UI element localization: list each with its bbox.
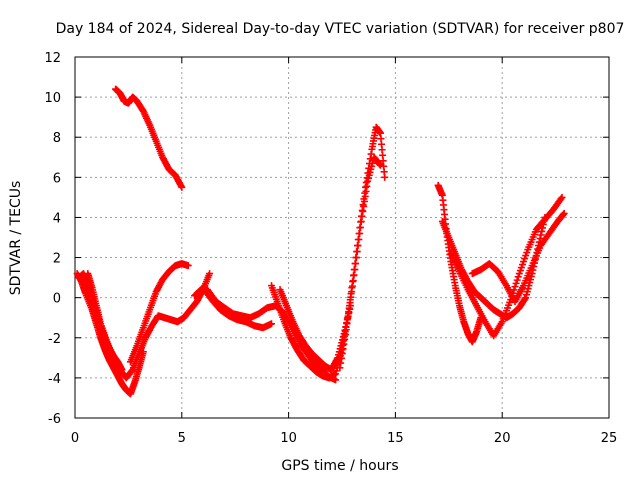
data-point: [343, 320, 351, 328]
data-point: [514, 273, 522, 281]
data-point: [558, 193, 566, 201]
y-tick-label: 12: [44, 51, 61, 66]
series-arc-15: [468, 209, 568, 306]
data-point: [355, 229, 363, 237]
data-point: [346, 296, 354, 304]
series-arc-11: [336, 123, 389, 372]
series-arc-1: [112, 85, 186, 191]
data-point: [521, 295, 529, 303]
x-axis-label: GPS time / hours: [281, 458, 398, 474]
data-point: [358, 206, 366, 214]
data-point: [349, 272, 357, 280]
data-point: [381, 173, 389, 181]
data-point: [366, 160, 374, 168]
data-point: [342, 326, 350, 334]
plot-frame: [74, 56, 610, 419]
series-arc-14: [447, 193, 566, 340]
data-point: [376, 160, 384, 168]
data-point: [177, 182, 185, 190]
data-point: [363, 174, 371, 182]
x-tick-label: 15: [387, 431, 404, 446]
data-point: [348, 284, 356, 292]
series-arc-2: [73, 270, 147, 398]
y-axis-label: SDTVAR / TECUs: [8, 181, 24, 296]
data-point: [206, 270, 214, 278]
x-tick-label: 0: [71, 431, 79, 446]
data-point: [341, 331, 349, 339]
data-point: [339, 345, 347, 353]
y-tick-label: 2: [53, 252, 61, 267]
data-point: [560, 209, 568, 217]
data-point: [359, 201, 367, 209]
data-point: [557, 195, 565, 203]
chart-title: Day 184 of 2024, Sidereal Day-to-day VTE…: [56, 21, 625, 37]
data-point: [344, 314, 352, 322]
data-point: [537, 231, 545, 239]
data-point: [268, 320, 276, 328]
data-point: [337, 359, 345, 367]
data-point: [356, 224, 364, 232]
x-tick-label: 10: [280, 431, 297, 446]
data-point: [357, 218, 365, 226]
data-point: [376, 161, 384, 169]
data-point: [366, 155, 374, 163]
data-point: [538, 227, 546, 235]
data-point: [353, 248, 361, 256]
x-tick-label: 25: [601, 431, 618, 446]
y-tick-label: -2: [48, 332, 61, 347]
data-point: [364, 169, 372, 177]
series-arc-8: [268, 282, 333, 382]
data-point: [338, 350, 346, 358]
data-point: [349, 278, 357, 286]
series-arc-12: [434, 181, 485, 346]
data-point: [367, 150, 375, 158]
y-tick-label: -6: [48, 412, 61, 427]
data-point: [341, 335, 349, 343]
data-point: [536, 235, 544, 243]
y-tick-label: 0: [53, 292, 61, 307]
x-tick-label: 20: [494, 431, 511, 446]
y-tick-label: 4: [53, 211, 61, 226]
axis-ticks: 0 5 10 15 20 25 -6 -4 -2 0 2 4 6 8 10 12: [44, 51, 617, 446]
y-tick-label: -4: [48, 372, 61, 387]
data-point: [345, 308, 353, 316]
y-tick-label: 10: [44, 91, 61, 106]
data-point: [559, 210, 567, 218]
data-point: [336, 364, 344, 372]
data-point: [340, 340, 348, 348]
data-point: [354, 236, 362, 244]
data-point: [353, 242, 361, 250]
x-tick-label: 5: [178, 431, 186, 446]
data-point: [184, 262, 192, 270]
data-point: [351, 260, 359, 268]
data-point: [512, 279, 520, 287]
data-point: [347, 290, 355, 298]
data-point: [513, 276, 521, 284]
grid-lines: [75, 57, 609, 418]
data-point: [352, 254, 360, 262]
data-point: [511, 283, 519, 291]
data-point: [360, 195, 368, 203]
series-arc-4: [84, 270, 214, 382]
series-arc-5: [127, 260, 192, 366]
data-point: [362, 179, 370, 187]
y-tick-label: 8: [53, 131, 61, 146]
data-point: [365, 164, 373, 172]
data-point: [361, 189, 369, 197]
data-point: [337, 354, 345, 362]
series-arc-10: [306, 153, 384, 382]
data-point: [178, 183, 186, 191]
data-point: [357, 212, 365, 220]
y-tick-label: 6: [53, 171, 61, 186]
data-points: [73, 85, 568, 398]
data-point: [361, 183, 369, 191]
data-point: [345, 302, 353, 310]
data-point: [332, 376, 340, 384]
data-point: [350, 266, 358, 274]
